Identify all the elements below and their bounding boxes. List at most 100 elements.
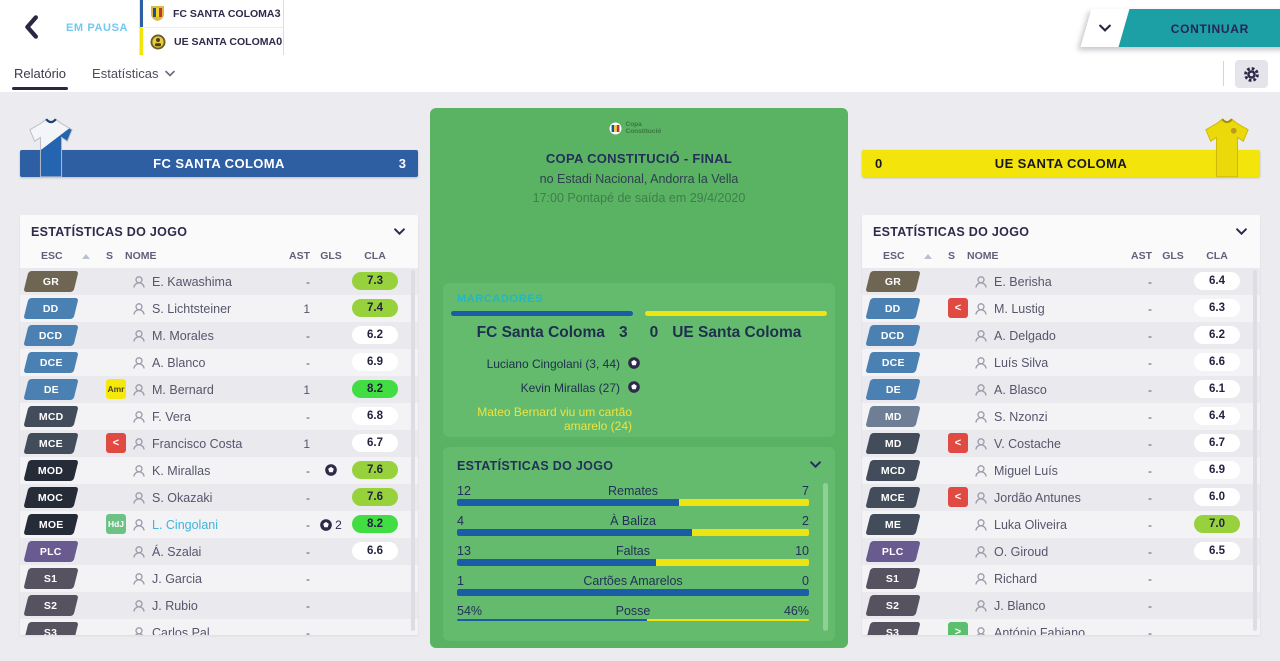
chevron-down-icon (394, 228, 405, 235)
away-panel-title[interactable]: ESTATÍSTICAS DO JOGO (862, 215, 1260, 248)
player-row[interactable]: GR E. Kawashima - 7.3 (20, 268, 418, 295)
continue-dropdown-button[interactable] (1080, 9, 1130, 47)
player-row[interactable]: S2 J. Rubio - (20, 592, 418, 619)
away-panel-scrollbar[interactable] (1253, 270, 1257, 631)
player-name[interactable]: Carlos Pal (152, 626, 210, 635)
away-team-header[interactable]: 0 UE SANTA COLOMA (862, 150, 1260, 177)
home-panel-title[interactable]: ESTATÍSTICAS DO JOGO (20, 215, 418, 248)
home-panel-scrollbar[interactable] (411, 270, 415, 631)
match-stats-card: ESTATÍSTICAS DO JOGO 12 Remates 7 4 À Ba… (443, 447, 835, 641)
player-row[interactable]: MD S. Nzonzi - 6.4 (862, 403, 1260, 430)
chevron-down-icon[interactable] (810, 461, 821, 468)
column-nome[interactable]: NOME (967, 250, 999, 262)
column-s[interactable]: S (948, 250, 956, 262)
player-row[interactable]: GR E. Berisha - 6.4 (862, 268, 1260, 295)
column-nome[interactable]: NOME (125, 250, 157, 262)
player-face-icon (132, 518, 146, 537)
player-name[interactable]: Miguel Luís (994, 464, 1058, 478)
player-name[interactable]: Luka Oliveira (994, 518, 1067, 532)
player-row[interactable]: S3 Carlos Pal - (20, 619, 418, 635)
column-esc[interactable]: ESC (883, 250, 905, 262)
player-row[interactable]: S3 > António Fabiano - (862, 619, 1260, 635)
player-name[interactable]: J. Blanco (994, 599, 1046, 613)
stats-scrollbar[interactable] (823, 483, 828, 631)
column-cla[interactable]: CLA (364, 250, 386, 262)
player-name[interactable]: O. Giroud (994, 545, 1049, 559)
player-row[interactable]: MCE < Jordão Antunes - 6.0 (862, 484, 1260, 511)
scoreboard-home-row[interactable]: FC SANTA COLOMA 3 (140, 0, 283, 27)
player-name[interactable]: Á. Szalai (152, 545, 202, 559)
home-team-header[interactable]: FC SANTA COLOMA 3 (20, 150, 418, 177)
player-row[interactable]: PLC O. Giroud - 6.5 (862, 538, 1260, 565)
player-name[interactable]: L. Cingolani (152, 518, 219, 532)
scorers-card: MARCADORES FC Santa Coloma 3 0 UE Santa … (443, 283, 835, 437)
player-row[interactable]: MCE < Francisco Costa 1 6.7 (20, 430, 418, 457)
player-name[interactable]: M. Lustig (994, 302, 1045, 316)
player-row[interactable]: MD < V. Costache - 6.7 (862, 430, 1260, 457)
player-name[interactable]: K. Mirallas (152, 464, 211, 478)
player-row[interactable]: DCE A. Blanco - 6.9 (20, 349, 418, 376)
player-face-icon (132, 572, 146, 591)
column-ast[interactable]: AST (1131, 250, 1152, 262)
substitution-badge: < (106, 433, 126, 453)
player-row[interactable]: DD < M. Lustig - 6.3 (862, 295, 1260, 322)
player-row[interactable]: DCE Luís Silva - 6.6 (862, 349, 1260, 376)
scoreline-away-name[interactable]: UE Santa Coloma (672, 324, 802, 341)
tab-estatisticas[interactable]: Estatísticas (92, 55, 175, 92)
continue-button[interactable]: CONTINUAR (1118, 9, 1280, 47)
player-name[interactable]: Luís Silva (994, 356, 1049, 370)
player-row[interactable]: DCD A. Delgado - 6.2 (862, 322, 1260, 349)
player-name[interactable]: F. Vera (152, 410, 191, 424)
position-badge: MCD (865, 460, 921, 481)
column-esc[interactable]: ESC (41, 250, 63, 262)
settings-button[interactable] (1235, 60, 1268, 88)
player-row[interactable]: DCD M. Morales - 6.2 (20, 322, 418, 349)
player-name[interactable]: J. Rubio (152, 599, 198, 613)
player-name[interactable]: A. Blanco (152, 356, 206, 370)
player-name[interactable]: A. Blasco (994, 383, 1047, 397)
player-row[interactable]: S1 Richard - (862, 565, 1260, 592)
player-name[interactable]: S. Nzonzi (994, 410, 1048, 424)
scoreboard[interactable]: FC SANTA COLOMA 3 UE SANTA COLOMA 0 (139, 0, 284, 55)
player-row[interactable]: S2 J. Blanco - (862, 592, 1260, 619)
scoreboard-away-row[interactable]: UE SANTA COLOMA 0 (140, 27, 283, 55)
column-s[interactable]: S (106, 250, 114, 262)
player-name[interactable]: S. Lichtsteiner (152, 302, 232, 316)
tab-relatorio[interactable]: Relatório (11, 55, 69, 92)
stat-label: Posse (615, 603, 651, 618)
scoreline-home-name[interactable]: FC Santa Coloma (476, 324, 605, 341)
back-button[interactable] (18, 14, 44, 42)
player-row[interactable]: DE A. Blasco - 6.1 (862, 376, 1260, 403)
column-cla[interactable]: CLA (1206, 250, 1228, 262)
stat-away-value: 10 (795, 543, 809, 558)
player-row[interactable]: ME Luka Oliveira - 7.0 (862, 511, 1260, 538)
player-row[interactable]: MOD K. Mirallas - 7.6 (20, 457, 418, 484)
player-name[interactable]: A. Delgado (994, 329, 1056, 343)
player-name[interactable]: M. Morales (152, 329, 214, 343)
player-row[interactable]: S1 J. Garcia - (20, 565, 418, 592)
player-row[interactable]: PLC Á. Szalai - 6.6 (20, 538, 418, 565)
home-team-name: FC SANTA COLOMA (173, 7, 275, 20)
player-name[interactable]: Francisco Costa (152, 437, 243, 451)
away-team-score: 0 (276, 35, 283, 48)
player-name[interactable]: V. Costache (994, 437, 1061, 451)
player-name[interactable]: E. Berisha (994, 275, 1052, 289)
player-row[interactable]: MCD F. Vera - 6.8 (20, 403, 418, 430)
player-row[interactable]: DD S. Lichtsteiner 1 7.4 (20, 295, 418, 322)
player-name[interactable]: E. Kawashima (152, 275, 232, 289)
player-row[interactable]: MOC S. Okazaki - 7.6 (20, 484, 418, 511)
player-name[interactable]: S. Okazaki (152, 491, 213, 505)
player-name[interactable]: M. Bernard (152, 383, 214, 397)
player-row[interactable]: MCD Miguel Luís - 6.9 (862, 457, 1260, 484)
assists-value: - (306, 356, 310, 370)
goal-icon (628, 357, 640, 372)
column-ast[interactable]: AST (289, 250, 310, 262)
player-name[interactable]: Jordão Antunes (994, 491, 1081, 505)
player-name[interactable]: Richard (994, 572, 1038, 586)
player-row[interactable]: MOE HdJ L. Cingolani - 2 8.2 (20, 511, 418, 538)
player-name[interactable]: J. Garcia (152, 572, 203, 586)
column-gls[interactable]: GLS (320, 250, 342, 262)
column-gls[interactable]: GLS (1162, 250, 1184, 262)
player-row[interactable]: DE Amr M. Bernard 1 8.2 (20, 376, 418, 403)
player-name[interactable]: António Fabiano (994, 626, 1086, 635)
